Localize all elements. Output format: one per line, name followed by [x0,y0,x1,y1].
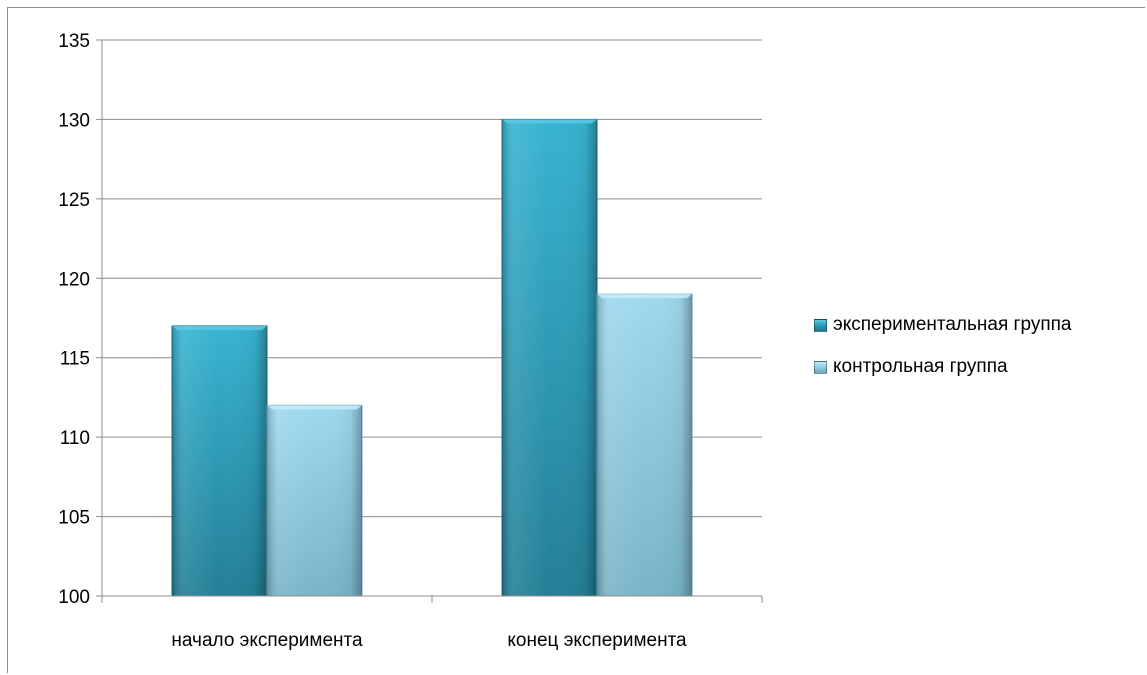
bar-experimental-1 [501,118,598,597]
bars [171,118,693,597]
bar-shading [172,325,267,596]
x-category-label: начало эксперимента [171,630,363,651]
y-tick-label: 120 [58,269,90,290]
x-axis-categories: начало эксперимента конец эксперимента [171,630,687,651]
legend-swatch-experimental [814,318,827,332]
legend-swatch-control [814,360,827,374]
bar-top-bevel [597,294,692,299]
x-category-label: конец эксперимента [507,630,687,651]
y-axis-ticks: 100 105 110 115 120 125 130 135 [58,31,102,608]
bar-shading [597,294,692,596]
bar-control-0 [266,404,363,597]
chart-frame [7,7,1145,673]
y-tick-label: 135 [58,31,90,52]
legend-label-control: контрольная группа [833,356,1008,377]
y-tick-label: 110 [60,428,90,449]
bar-experimental-0 [171,325,268,597]
y-tick-label: 130 [58,110,90,131]
bar-top-bevel [172,325,267,330]
legend-item-experimental: экспериментальная группа [814,313,1071,337]
y-tick-label: 115 [60,349,90,370]
bar-shading [267,405,362,596]
y-tick-label: 105 [58,508,90,529]
y-tick-label: 125 [58,190,90,211]
y-tick-label: 100 [58,587,90,608]
legend-item-control: контрольная группа [814,355,1071,379]
bar-control-1 [596,293,693,597]
bar-top-bevel [502,119,597,124]
bar-top-bevel [267,405,362,410]
axes [101,40,763,603]
legend: экспериментальная группа контрольная гру… [814,313,1071,397]
bar-shading [502,119,597,596]
legend-label-experimental: экспериментальная группа [833,314,1072,335]
